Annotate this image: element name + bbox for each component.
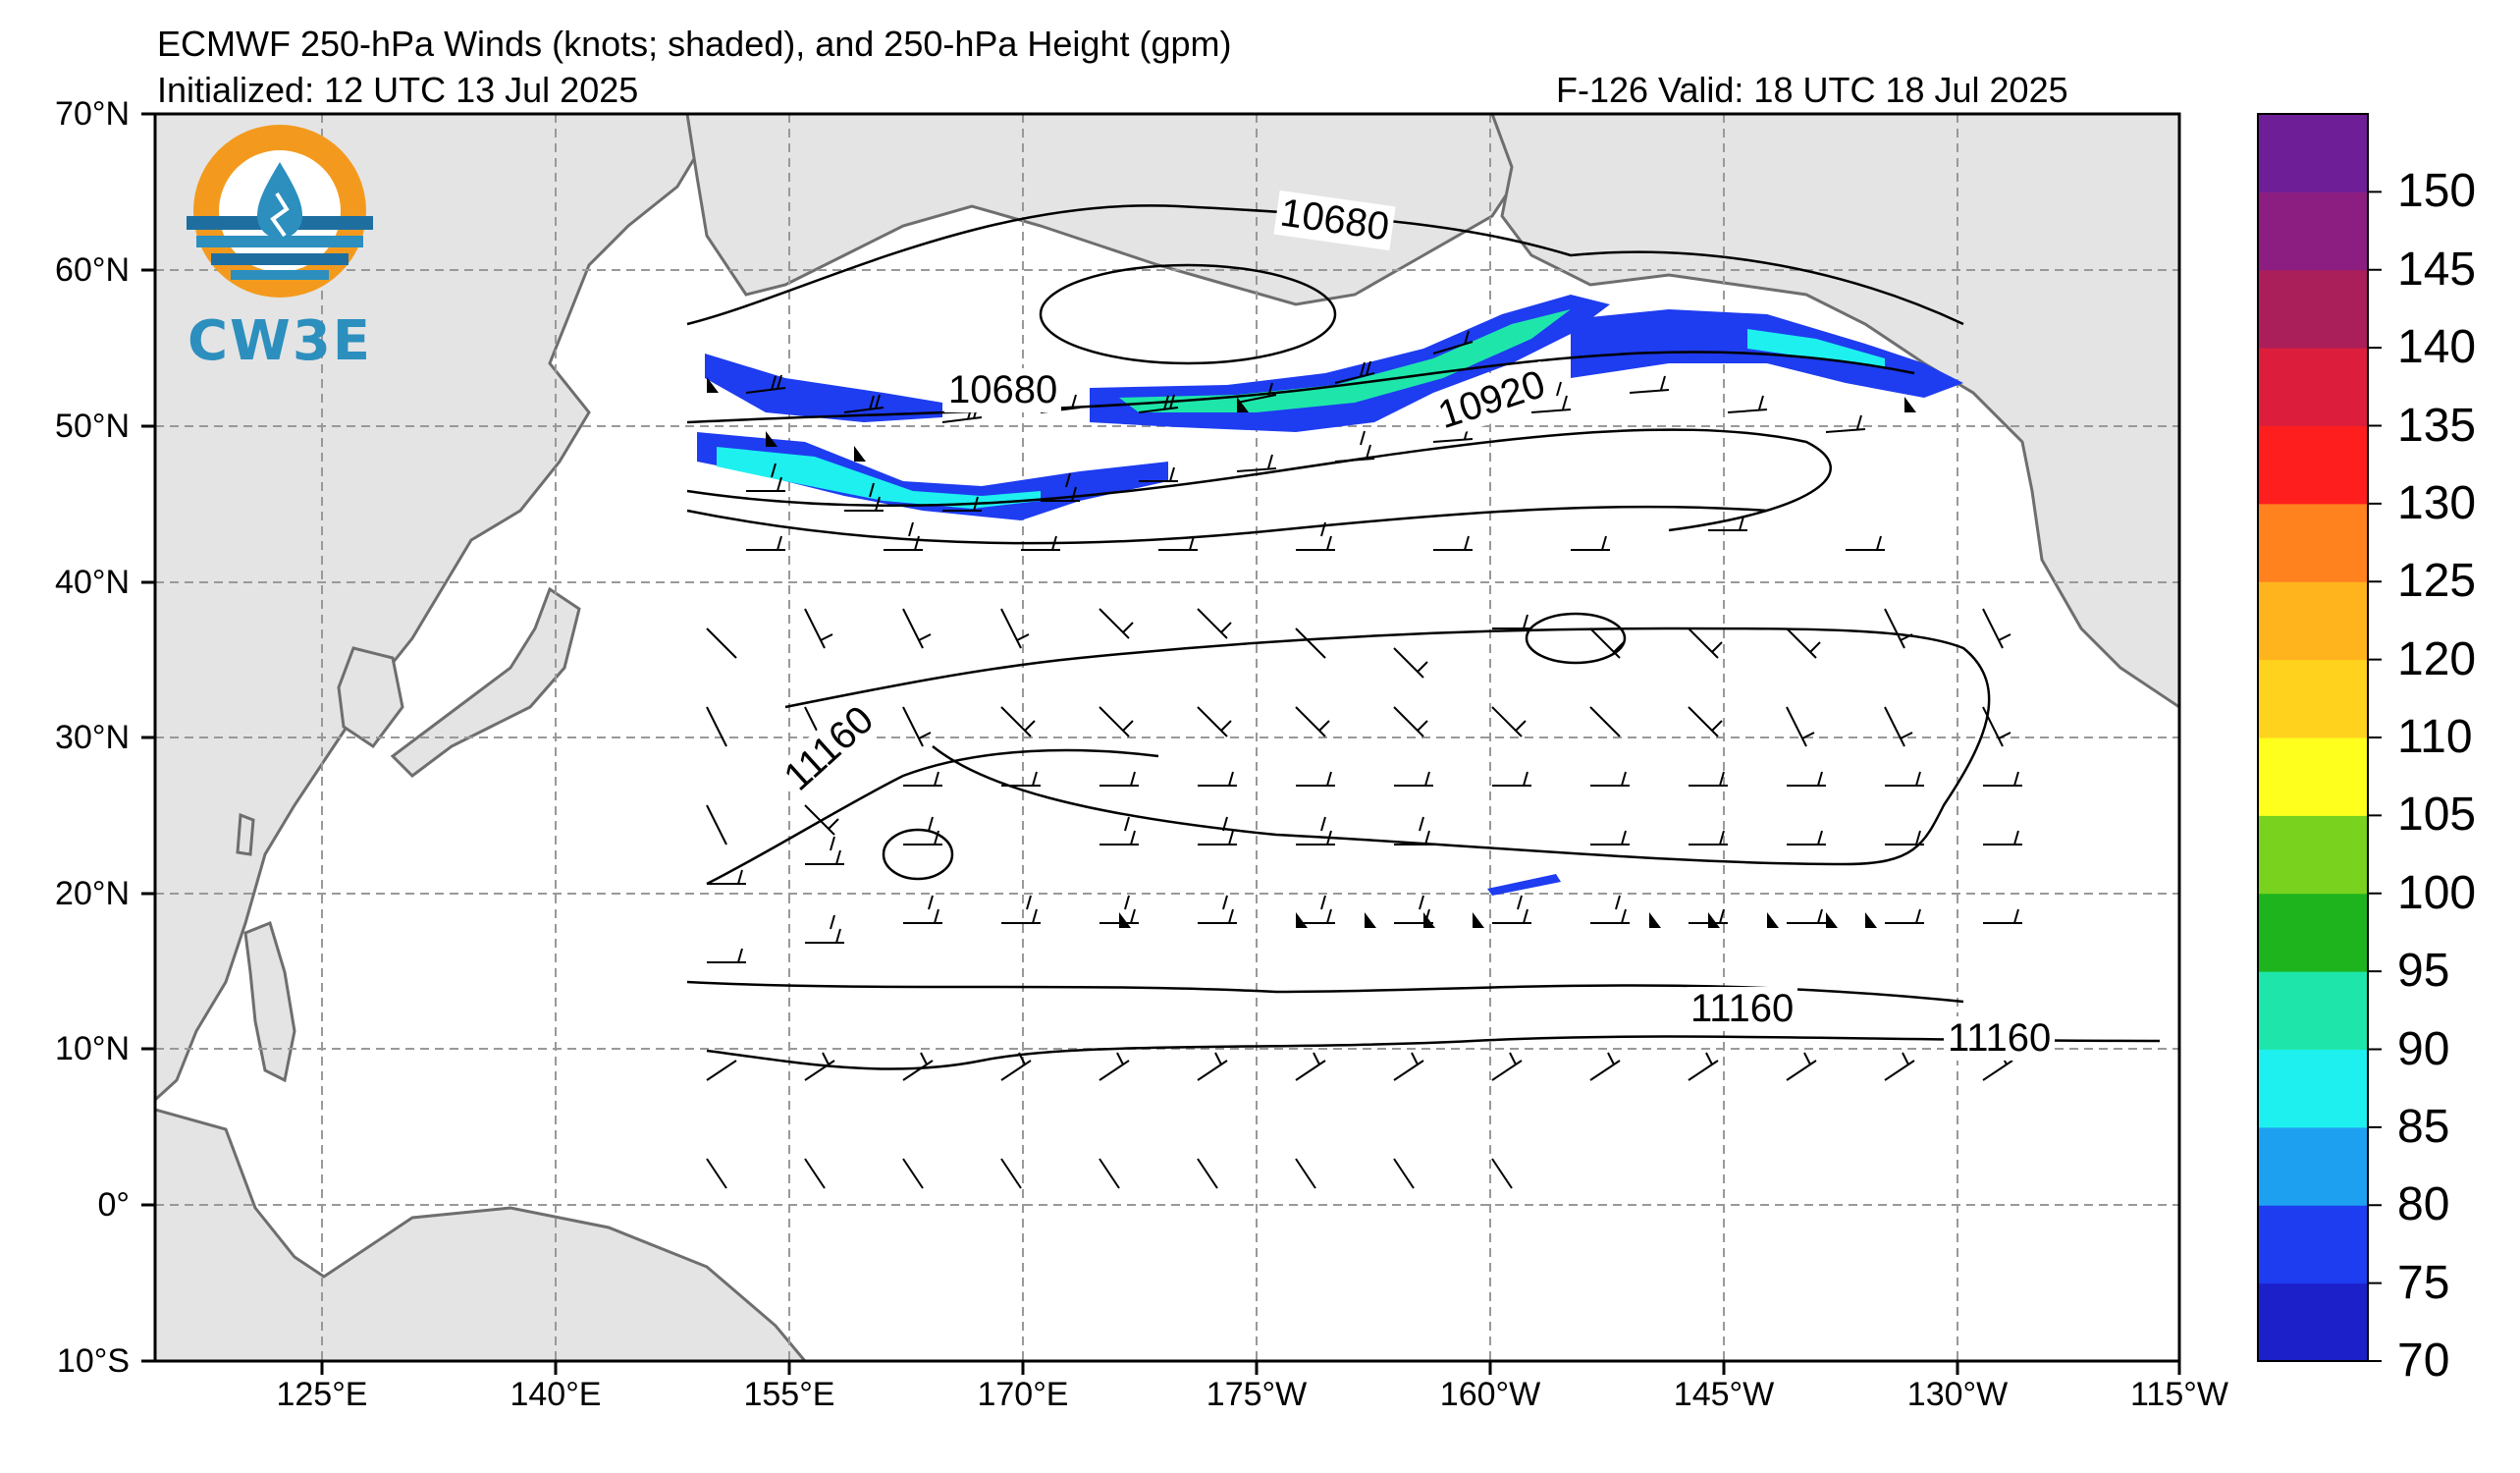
colorbar-swatch: [2258, 971, 2368, 1050]
lat-label: 30°N: [55, 719, 130, 756]
valid-time: F-126 Valid: 18 UTC 18 Jul 2025: [1556, 70, 2068, 110]
contour-label: 10680: [944, 368, 1062, 412]
lon-label: 160°W: [1439, 1376, 1541, 1413]
colorbar-tick-label: 90: [2397, 1022, 2450, 1075]
lon-label: 175°W: [1206, 1376, 1308, 1413]
colorbar-tick-label: 80: [2397, 1178, 2450, 1231]
colorbar-swatch: [2258, 659, 2368, 738]
init-time: Initialized: 12 UTC 13 Jul 2025: [157, 70, 639, 110]
colorbar-tick-label: 135: [2397, 399, 2477, 452]
water-drop-icon: [187, 125, 373, 298]
lat-label: 10°S: [56, 1342, 130, 1380]
lon-label: 115°W: [2130, 1376, 2228, 1413]
jet-core-east: [1747, 329, 1885, 368]
colorbar-tick-label: 75: [2397, 1256, 2450, 1309]
colorbar-tick-label: 85: [2397, 1100, 2450, 1153]
alaska-land: [685, 114, 1533, 306]
lat-label: 20°N: [55, 875, 130, 912]
colorbar-swatch: [2258, 269, 2368, 349]
lon-label: 125°E: [276, 1376, 368, 1413]
seasia-land: [155, 1108, 807, 1361]
lat-label: 70°N: [55, 95, 130, 133]
jet-fragment-sub: [1487, 874, 1561, 896]
colorbar-tick-label: 150: [2397, 165, 2477, 218]
philippines-land: [243, 920, 296, 1083]
lon-label: 130°W: [1906, 1376, 2009, 1413]
colorbar-swatch: [2258, 191, 2368, 271]
colorbar-tick-label: 70: [2397, 1335, 2450, 1387]
lon-label: 170°E: [977, 1376, 1069, 1413]
colorbar-tick-label: 100: [2397, 866, 2477, 919]
contour-label: 11160: [1944, 1016, 2056, 1061]
lon-label: 155°E: [743, 1376, 835, 1413]
jet-band-north-west: [705, 354, 942, 422]
lat-label: 40°N: [55, 564, 130, 601]
colorbar-swatch: [2258, 1282, 2368, 1362]
wind-barbs: [706, 330, 2022, 1189]
colorbar-tick-label: 130: [2397, 476, 2477, 529]
lat-label: 10°N: [55, 1030, 130, 1067]
lon-label: 145°W: [1673, 1376, 1775, 1413]
taiwan-land: [236, 812, 255, 856]
axis-ticks: [141, 112, 2181, 1375]
colorbar-swatch: [2258, 815, 2368, 895]
colorbar-swatch: [2258, 1205, 2368, 1284]
colorbar: [2258, 114, 2382, 1362]
asia-land: [155, 114, 709, 1103]
colorbar-swatch: [2258, 1126, 2368, 1206]
colorbar-tick-label: 145: [2397, 243, 2477, 296]
lat-label: 50°N: [55, 408, 130, 445]
colorbar-swatch: [2258, 425, 2368, 505]
logo-text: CW3E: [187, 309, 373, 373]
japan-land: [390, 586, 581, 778]
colorbar-swatch: [2258, 737, 2368, 816]
chart-title: ECMWF 250-hPa Winds (knots; shaded), and…: [157, 24, 1232, 64]
colorbar-swatch: [2258, 503, 2368, 582]
colorbar-swatch: [2258, 893, 2368, 972]
colorbar-swatch: [2258, 1049, 2368, 1128]
colorbar-frame: [2257, 113, 2369, 1362]
lon-label: 140°E: [509, 1376, 602, 1413]
colorbar-tick-label: 120: [2397, 632, 2477, 685]
jet-core-south-west: [717, 447, 1041, 509]
barb-pennants: [707, 377, 1916, 928]
colorbar-swatch: [2258, 581, 2368, 661]
colorbar-tick-label: 95: [2397, 945, 2450, 998]
colorbar-tick-label: 110: [2397, 711, 2473, 763]
contour-label: 11160: [1687, 987, 1798, 1031]
colorbar-swatch: [2258, 348, 2368, 426]
lat-label: 60°N: [55, 251, 130, 289]
korea-land: [337, 646, 404, 749]
cw3e-logo: CW3E: [167, 123, 393, 373]
colorbar-tick-label: 105: [2397, 789, 2477, 842]
colorbar-swatch: [2258, 114, 2368, 192]
colorbar-tick-label: 140: [2397, 321, 2477, 374]
lat-label: 0°: [97, 1186, 130, 1224]
colorbar-tick-label: 125: [2397, 555, 2477, 608]
